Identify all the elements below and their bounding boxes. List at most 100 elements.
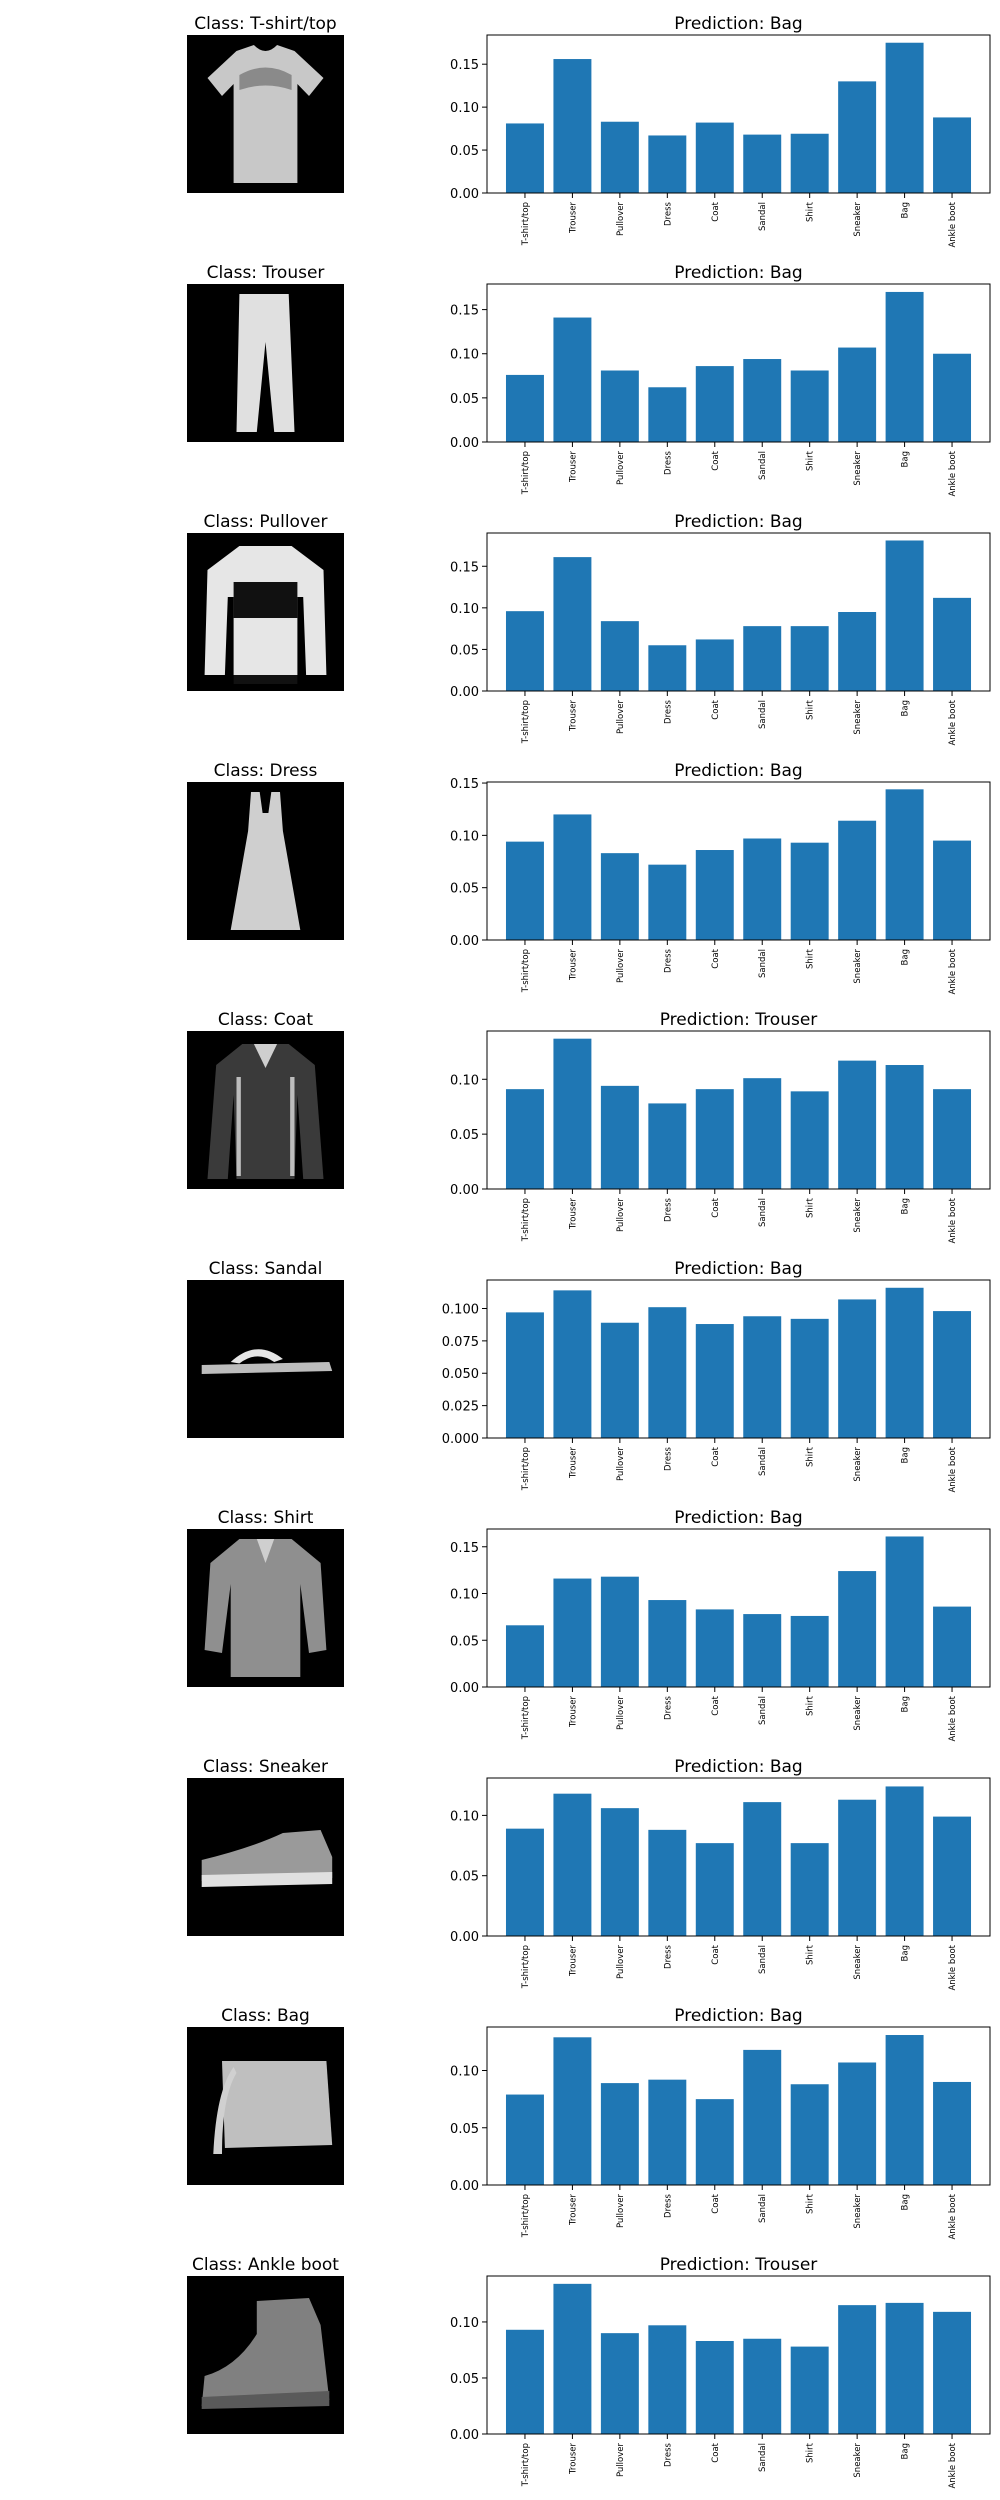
bar-trouser [553,557,592,691]
thumbnail-shape [201,1830,333,1881]
bar-shirt [790,133,829,193]
x-tick-label: Bag [901,1447,911,1463]
x-tick-label: Pullover [616,1447,626,1482]
bar-sandal [743,359,782,442]
x-tick-label: Coat [711,1197,721,1217]
prediction-title: Prediction: Bag [674,1508,802,1528]
y-tick-label: 0.05 [450,2372,479,2387]
bar-ankle-boot [933,1089,972,1189]
bar-ankle-boot [933,1311,972,1438]
bar-dress [648,1307,687,1438]
trouser-thumbnail [187,284,344,442]
x-tick-label: Bag [901,700,911,716]
y-tick-label: 0.00 [450,436,479,451]
x-tick-label: T-shirt/top [521,2194,531,2238]
y-tick-label: 0.15 [450,777,479,792]
plot-row: Class: Sandal Prediction: Bag 0.000 0.025 0.… [187,1259,991,1493]
x-tick-label: Ankle boot [948,1197,958,1243]
x-tick-label: Dress [663,1197,673,1222]
x-tick-label: Ankle boot [948,1695,958,1741]
x-tick-label: Dress [663,948,673,973]
bar-t-shirt-top [505,611,544,691]
x-tick-label: Pullover [616,949,626,984]
y-tick-label: 0.05 [450,1128,479,1143]
bar-dress [648,1103,687,1189]
x-tick-label: Ankle boot [948,450,958,496]
prediction-title: Prediction: Bag [674,1259,802,1279]
bar-trouser [553,1290,592,1438]
y-tick-label: 0.00 [450,934,479,949]
x-tick-label: Trouser [568,1945,578,1977]
bar-coat [695,1843,734,1936]
axes-frame [486,1777,991,1937]
bar-sandal [743,1614,782,1687]
x-tick-label: T-shirt/top [521,949,531,993]
bar-sneaker [838,81,877,193]
bar-coat [695,366,734,442]
axes-frame [486,283,991,443]
y-tick-label: 0.10 [450,2065,479,2080]
x-tick-label: T-shirt/top [521,451,531,495]
bar-trouser [553,2283,592,2434]
bar-coat [695,1324,734,1438]
bar-sandal [743,1078,782,1189]
y-tick-label: 0.10 [450,1073,479,1088]
bar-sandal [743,1802,782,1936]
bar-bag [885,1536,924,1687]
y-tick-label: 0.025 [442,1400,479,1415]
ankle-boot-thumbnail [187,2276,344,2434]
bar-pullover [600,1576,639,1687]
x-tick-label: Trouser [568,700,578,732]
x-tick-label: Bag [901,2194,911,2210]
bar-dress [648,1600,687,1687]
y-tick-label: 0.10 [450,602,479,617]
x-tick-label: Shirt [806,1695,816,1716]
x-tick-label: T-shirt/top [521,202,531,246]
y-tick-label: 0.10 [450,1809,479,1824]
bar-bag [885,1065,924,1189]
thumbnail-shape [207,45,324,183]
x-tick-label: Sneaker [853,1447,863,1482]
thumbnail-shape [201,2391,330,2409]
plot-row: Class: T-shirt/top Prediction: Bag 0.00 0.0… [187,14,991,248]
y-tick-label: 0.05 [450,643,479,658]
x-tick-label: Trouser [568,202,578,234]
thumbnail-shape [213,2067,237,2154]
x-tick-label: Dress [663,1695,673,1720]
x-tick-label: Dress [663,699,673,724]
x-tick-label: Pullover [616,700,626,735]
y-tick-label: 0.15 [450,1541,479,1556]
thumbnail-shape [236,294,295,432]
x-tick-label: Dress [663,1446,673,1471]
axes-frame [486,532,991,692]
bar-coat [695,850,734,940]
x-tick-label: Bag [901,2443,911,2459]
class-title: Class: Coat [218,1010,314,1030]
thumbnail-shape [201,2298,330,2406]
x-tick-label: Coat [711,1944,721,1964]
prediction-title: Prediction: Trouser [660,2255,818,2275]
bar-ankle-boot [933,840,972,940]
x-tick-label: Coat [711,948,721,968]
class-title: Class: Shirt [218,1508,314,1528]
bar-trouser [553,1038,592,1189]
bar-coat [695,1089,734,1189]
bar-sandal [743,838,782,940]
x-tick-label: Sandal [758,451,768,480]
bar-trouser [553,2037,592,2185]
x-tick-label: Sandal [758,2443,768,2472]
bar-shirt [790,1843,829,1936]
bar-bag [885,2302,924,2434]
bar-shirt [790,2346,829,2434]
x-tick-label: Sandal [758,2194,768,2223]
sneaker-thumbnail [187,1778,344,1936]
bag-thumbnail [187,2027,344,2185]
bar-dress [648,1829,687,1936]
x-tick-label: Coat [711,699,721,719]
x-tick-label: Bag [901,1198,911,1214]
prediction-title: Prediction: Bag [674,761,802,781]
axes-frame [486,2026,991,2186]
y-tick-label: 0.05 [450,2122,479,2137]
bar-bag [885,1287,924,1438]
class-title: Class: Bag [221,2006,310,2026]
